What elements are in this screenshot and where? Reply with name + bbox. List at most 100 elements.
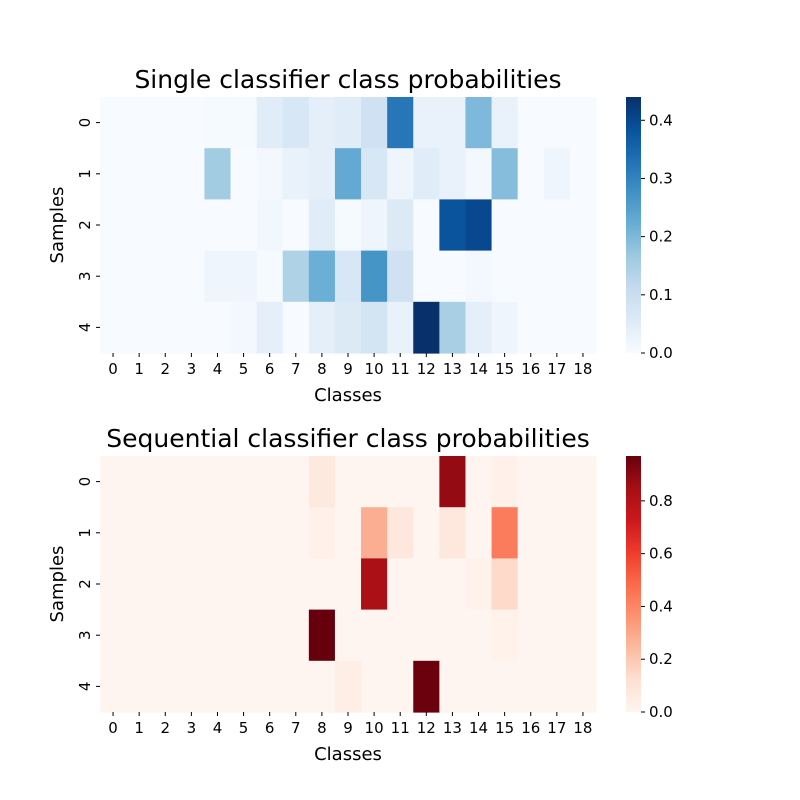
- heatmap-cell: [152, 199, 179, 252]
- heatmap-cell: [543, 250, 571, 303]
- heatmap-sequential-classifier: Sequential classifier class probabilitie…: [47, 424, 673, 765]
- heatmap-cell: [256, 148, 284, 200]
- heatmap-cell: [308, 301, 336, 354]
- heatmap-cell: [387, 148, 414, 200]
- x-tick-label: 10: [365, 360, 384, 378]
- heatmap-cell: [100, 148, 127, 200]
- colorbar-gradient: [626, 456, 641, 712]
- heatmap-cell: [413, 301, 440, 354]
- heatmap-title: Single classifier class probabilities: [134, 65, 561, 94]
- x-tick-label: 13: [443, 360, 462, 378]
- colorbar-tick-label: 0.8: [649, 492, 673, 510]
- heatmap-cell: [204, 660, 232, 713]
- heatmap-cell: [178, 148, 206, 200]
- x-tick-label: 13: [443, 719, 462, 737]
- heatmap-cell: [282, 97, 310, 149]
- y-tick-label: 0: [76, 477, 94, 487]
- heatmap-cell: [491, 660, 519, 713]
- y-axis-label: Samples: [47, 187, 68, 264]
- x-axis-label: Classes: [314, 385, 382, 406]
- heatmap-cell: [569, 609, 597, 662]
- heatmap-cell: [517, 558, 545, 611]
- heatmap-cell: [465, 301, 493, 354]
- heatmap-cell: [100, 199, 127, 252]
- heatmap-cell: [491, 609, 519, 662]
- heatmap-cell: [517, 301, 545, 354]
- x-tick-label: 9: [343, 360, 353, 378]
- heatmap-cell: [569, 507, 597, 559]
- x-tick-label: 2: [160, 719, 170, 737]
- colorbar-tick-label: 0.6: [649, 545, 673, 563]
- heatmap-cell: [230, 97, 258, 149]
- heatmap-cell: [491, 558, 519, 611]
- heatmap-cell: [334, 97, 362, 149]
- x-tick-label: 18: [573, 719, 592, 737]
- heatmap-cell: [334, 301, 362, 354]
- heatmap-cell: [413, 507, 440, 559]
- heatmap-cell: [308, 558, 336, 611]
- heatmap-cell: [126, 456, 153, 508]
- heatmap-cell: [204, 301, 232, 354]
- heatmap-cell: [178, 97, 206, 149]
- x-tick-label: 7: [291, 360, 301, 378]
- x-tick-label: 5: [239, 719, 249, 737]
- heatmap-cell: [439, 609, 467, 662]
- heatmap-cell: [230, 660, 258, 713]
- heatmap-cell: [282, 456, 310, 508]
- heatmap-cell: [361, 456, 388, 508]
- heatmap-cell: [230, 558, 258, 611]
- x-tick-label: 12: [417, 360, 436, 378]
- x-ticks: 0 1 2 3 4 5 6 7 8 9 10 11 12 13 14 15 16 17 18: [108, 353, 592, 378]
- x-tick-label: 18: [573, 360, 592, 378]
- x-tick-label: 15: [495, 360, 514, 378]
- heatmap-cell: [413, 148, 440, 200]
- heatmap-cell: [230, 609, 258, 662]
- heatmap-cell: [256, 660, 284, 713]
- heatmap-cell: [413, 558, 440, 611]
- heatmap-cell: [152, 97, 179, 149]
- heatmap-cell: [439, 199, 467, 252]
- heatmap-cell: [204, 148, 232, 200]
- heatmap-cell: [465, 148, 493, 200]
- heatmap-cell: [491, 301, 519, 354]
- heatmap-cell: [543, 199, 571, 252]
- heatmap-cell: [387, 456, 414, 508]
- colorbar-tick-label: 0.3: [649, 169, 673, 187]
- heatmap-cell: [282, 558, 310, 611]
- x-ticks: 0 1 2 3 4 5 6 7 8 9 10 11 12 13 14 15 16 17 18: [108, 712, 592, 737]
- heatmap-cell: [178, 660, 206, 713]
- heatmap-cells: [100, 97, 597, 354]
- heatmap-cell: [334, 609, 362, 662]
- heatmap-cell: [334, 148, 362, 200]
- heatmap-cell: [282, 199, 310, 252]
- heatmap-cell: [282, 609, 310, 662]
- heatmap-cell: [517, 148, 545, 200]
- heatmap-cell: [126, 97, 153, 149]
- heatmap-cell: [491, 507, 519, 559]
- heatmap-cell: [152, 558, 179, 611]
- heatmap-cell: [256, 507, 284, 559]
- heatmap-cell: [517, 97, 545, 149]
- x-tick-label: 5: [239, 360, 249, 378]
- y-ticks: 0 1 2 3 4: [76, 477, 100, 691]
- heatmap-cell: [517, 609, 545, 662]
- heatmap-cell: [230, 148, 258, 200]
- heatmap-cell: [152, 507, 179, 559]
- heatmap-cell: [413, 250, 440, 303]
- y-axis-label: Samples: [47, 546, 68, 623]
- heatmap-cell: [256, 558, 284, 611]
- heatmap-cell: [491, 148, 519, 200]
- heatmap-cell: [100, 97, 127, 149]
- heatmap-cell: [126, 250, 153, 303]
- y-tick-label: 3: [76, 630, 94, 640]
- y-tick-label: 4: [76, 323, 94, 333]
- x-tick-label: 8: [317, 719, 327, 737]
- x-tick-label: 4: [213, 719, 223, 737]
- heatmap-cell: [282, 250, 310, 303]
- heatmap-cell: [387, 301, 414, 354]
- heatmap-cells: [100, 456, 597, 713]
- heatmap-cell: [178, 507, 206, 559]
- heatmap-cell: [361, 250, 388, 303]
- heatmap-cell: [387, 199, 414, 252]
